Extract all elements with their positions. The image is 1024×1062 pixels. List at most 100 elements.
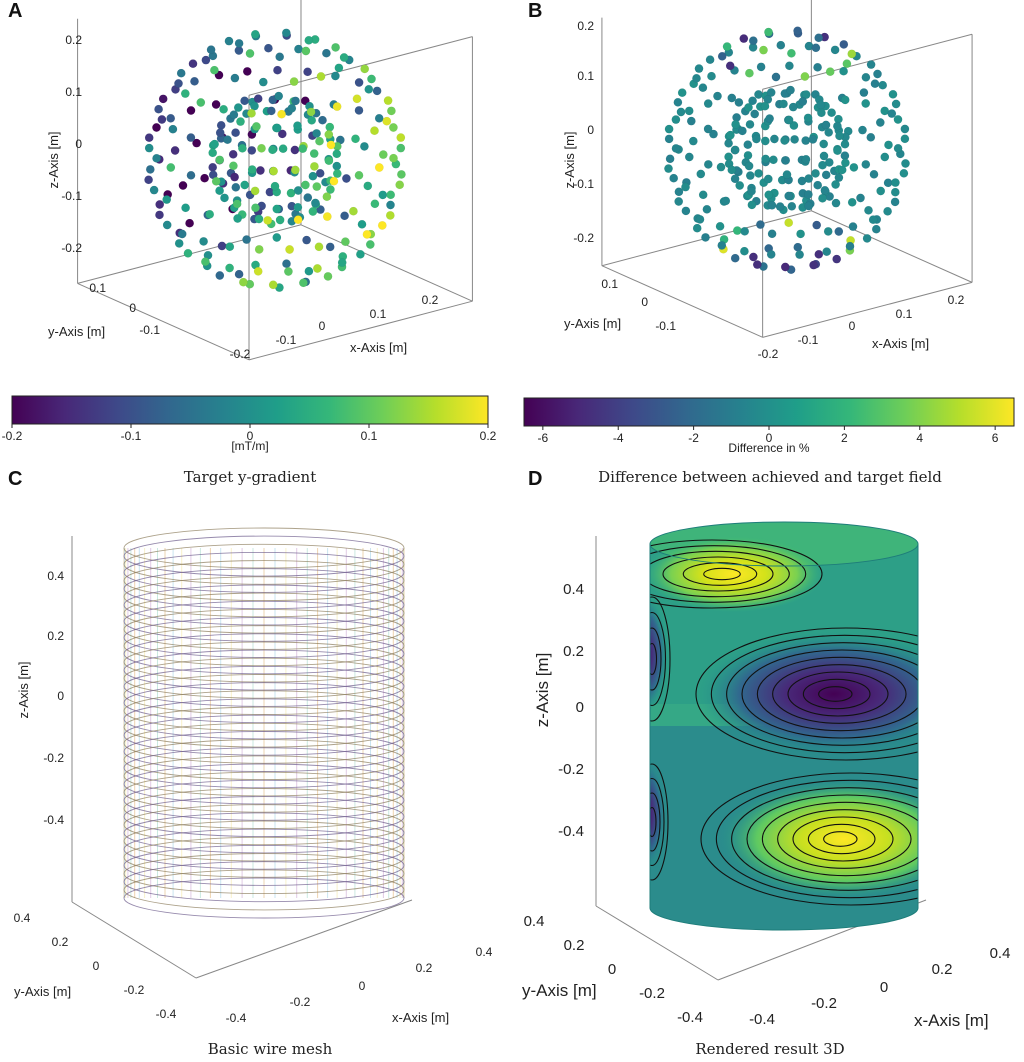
colorbar-b-tick-label: -2 [688, 431, 699, 445]
chart-a-point [209, 65, 219, 75]
chart-a-point [324, 156, 334, 166]
chart-b-point [847, 49, 857, 59]
chart-c-ring [123, 877, 405, 919]
chart-c-ring [123, 698, 405, 740]
chart-a-point [300, 180, 310, 190]
chart-b-point [870, 79, 880, 89]
chart-d-contour-line [802, 678, 871, 710]
chart-a-point [254, 214, 264, 224]
chart-b-point [893, 143, 903, 153]
chart-b-point [730, 145, 740, 155]
chart-b-point [779, 99, 788, 109]
chart-a-point [348, 206, 358, 216]
chart-d-surface: 0.4 0.2 0 -0.2 -0.4 0.4 0.2 0 -0.2 -0.4 -0.4 -0.2 0 0… [522, 521, 1010, 1030]
chart-a-point [251, 203, 260, 213]
chart-d-side-min-region [650, 594, 668, 714]
chart-b-point [684, 152, 694, 162]
chart-b-point [849, 162, 859, 172]
chart-c-ring [123, 722, 405, 764]
colorbar-a-tick-label: 0.1 [361, 429, 378, 443]
chart-a-point [354, 105, 364, 115]
chart-a-point [180, 89, 190, 99]
chart-a-tick-label: 0 [75, 137, 82, 151]
chart-b-point [796, 229, 806, 239]
chart-a-point [298, 278, 308, 288]
chart-b-point [713, 91, 722, 101]
chart-a-point [396, 133, 406, 143]
chart-b-point [790, 134, 800, 144]
chart-b-point [804, 201, 814, 211]
chart-b-point [861, 159, 871, 169]
chart-a-point [282, 259, 291, 269]
chart-c-ring [123, 731, 405, 772]
chart-a-point [157, 115, 167, 124]
chart-b-point [883, 206, 893, 216]
chart-d-contour-line [807, 823, 876, 855]
chart-b-point [751, 134, 761, 144]
chart-a-point [201, 55, 211, 65]
chart-b-point [888, 89, 898, 99]
chart-b-point [827, 108, 837, 118]
chart-a-point [372, 86, 382, 96]
chart-b-point [725, 130, 735, 140]
chart-b-point [871, 224, 881, 234]
chart-c-ring [123, 747, 405, 789]
chart-b-point [784, 191, 794, 201]
chart-a-point [233, 103, 243, 113]
chart-c-ring [123, 641, 405, 683]
chart-d-contour-line [650, 539, 823, 609]
chart-a-point [293, 186, 303, 195]
chart-b-point [784, 115, 794, 125]
chart-c-tick-label: -0.2 [43, 751, 64, 765]
chart-a-point [234, 269, 244, 279]
chart-d-tick-label: -0.2 [639, 985, 665, 1002]
chart-b-point [744, 103, 753, 112]
chart-b-point [737, 126, 747, 136]
chart-d-axis-line [595, 905, 719, 981]
chart-a-point [291, 96, 300, 106]
chart-d-contour-line [650, 550, 790, 598]
chart-b-point [761, 154, 771, 164]
chart-b-point [677, 88, 687, 98]
chart-a-point [273, 65, 282, 75]
chart-d-contour-line [731, 787, 918, 891]
chart-a-point [301, 46, 311, 56]
chart-a-point [247, 145, 257, 155]
chart-b-point [673, 97, 683, 107]
chart-d-tick-label: -0.4 [749, 1011, 775, 1028]
chart-b-point [869, 169, 879, 179]
chart-a-point [231, 128, 241, 138]
chart-c-ring [123, 796, 405, 838]
chart-b-tick-label: 0.1 [896, 307, 913, 321]
chart-b-point [681, 182, 690, 192]
chart-a-point [225, 242, 235, 252]
chart-a-tick-label: -0.1 [276, 333, 297, 347]
chart-a-point [258, 77, 268, 87]
colorbar-b-gradient [524, 398, 1014, 426]
chart-a-point [162, 220, 172, 230]
chart-a-point [231, 182, 241, 192]
chart-b-point [801, 154, 811, 164]
chart-b-point [747, 200, 757, 210]
chart-b-tick-label: 0 [849, 319, 856, 333]
chart-c-tick-label: 0 [359, 979, 366, 993]
chart-b-point [859, 88, 869, 98]
chart-b-point [760, 101, 770, 111]
chart-b-point [803, 113, 813, 123]
chart-d-contour-line [703, 567, 741, 581]
chart-a-point [325, 242, 335, 252]
chart-c-tick-label: 0.4 [476, 945, 493, 959]
chart-b-point [716, 162, 726, 172]
chart-c-ring [123, 551, 405, 593]
chart-a-point [309, 149, 319, 159]
chart-b-point [703, 124, 713, 134]
chart-b-point [803, 189, 813, 199]
chart-d-cylinder-outline [649, 544, 919, 931]
chart-a-point [370, 199, 380, 209]
chart-b-tick-label: 0 [641, 295, 648, 309]
chart-a-point [154, 104, 164, 114]
chart-b-point [754, 168, 764, 178]
chart-c-tick-label: -0.2 [124, 983, 145, 997]
chart-b-point [899, 168, 909, 178]
chart-b-point [775, 202, 785, 212]
